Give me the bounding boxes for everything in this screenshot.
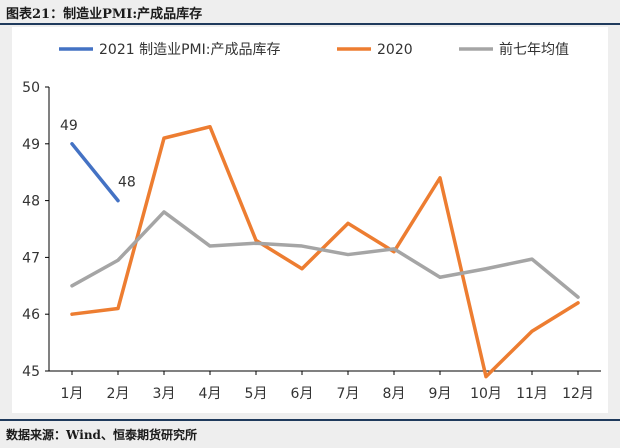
series-line-0: [70, 142, 120, 203]
data-point: [70, 142, 74, 146]
data-point: [116, 199, 120, 203]
x-tick-label: 7月: [337, 386, 360, 402]
chart-legend: 2021 制造业PMI:产成品库存 2020 前七年均值: [59, 41, 569, 58]
chart-data-labels: 49 48: [60, 118, 136, 191]
legend-label-2: 前七年均值: [499, 41, 569, 58]
data-point: [438, 176, 442, 180]
x-tick-label: 8月: [383, 386, 406, 402]
data-point: [162, 210, 166, 214]
data-point: [484, 267, 488, 271]
data-point: [254, 241, 258, 245]
data-point: [576, 295, 580, 299]
x-tick-label: 12月: [562, 386, 594, 402]
data-point: [208, 244, 212, 248]
x-tick-label: 4月: [199, 386, 222, 402]
data-point: [254, 238, 258, 242]
legend-label-0: 2021 制造业PMI:产成品库存: [99, 42, 280, 58]
data-point: [530, 257, 534, 261]
x-tick-label: 10月: [470, 386, 502, 402]
x-tick-label: 11月: [516, 386, 548, 402]
data-point: [484, 375, 488, 379]
data-point: [70, 312, 74, 316]
data-point: [70, 284, 74, 288]
line-chart: 2021 制造业PMI:产成品库存 2020 前七年均值 45 46 47 48 49 50 1…: [22, 41, 601, 402]
data-point: [300, 244, 304, 248]
x-tick-label: 2月: [107, 386, 130, 402]
y-tick-label: 49: [22, 137, 40, 153]
figure-title: 图表21：制造业PMI:产成品库存: [6, 7, 203, 22]
data-label: 48: [118, 175, 136, 191]
chart-axes: 45 46 47 48 49 50 1月 2月 3月 4月 5月 6月 7月 8月 9月 10月 11月 12月: [22, 80, 601, 402]
x-tick-label: 3月: [153, 386, 176, 402]
data-point: [162, 136, 166, 140]
legend-label-1: 2020: [377, 42, 413, 58]
figure-source: 数据来源：Wind、恒泰期货研究所: [6, 428, 197, 442]
y-tick-label: 47: [22, 250, 40, 266]
data-point: [346, 221, 350, 225]
x-tick-label: 9月: [429, 386, 452, 402]
data-point: [116, 307, 120, 311]
chart-series: [70, 125, 580, 379]
data-point: [438, 275, 442, 279]
y-tick-label: 50: [22, 80, 40, 96]
source-rule: [0, 419, 620, 421]
series-line-2: [70, 210, 580, 299]
data-point: [346, 253, 350, 257]
y-tick-label: 48: [22, 194, 40, 210]
x-tick-label: 1月: [61, 386, 84, 402]
x-tick-label: 6月: [291, 386, 314, 402]
chart-panel: 2021 制造业PMI:产成品库存 2020 前七年均值 45 46 47 48 49 50 1…: [12, 27, 608, 413]
data-point: [576, 301, 580, 305]
series-line-1: [70, 125, 580, 379]
data-label: 49: [60, 118, 78, 134]
data-point: [300, 267, 304, 271]
y-tick-label: 45: [22, 364, 40, 380]
data-point: [530, 329, 534, 333]
data-point: [116, 258, 120, 262]
x-tick-label: 5月: [245, 386, 268, 402]
y-tick-label: 46: [22, 307, 40, 323]
data-point: [392, 247, 396, 251]
title-rule: [0, 23, 620, 25]
data-point: [208, 125, 212, 129]
